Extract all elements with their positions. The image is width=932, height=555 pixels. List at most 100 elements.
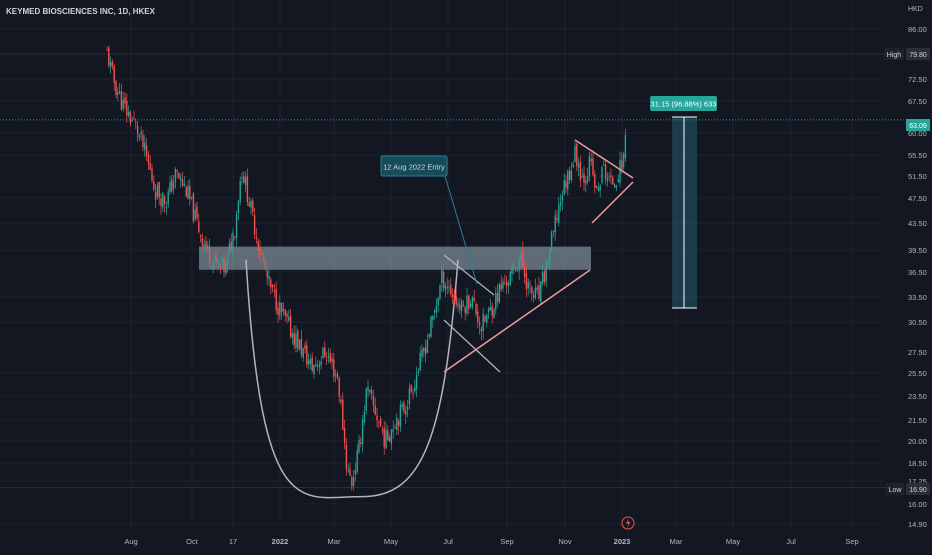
candle-body (478, 322, 481, 326)
candle-body (428, 334, 430, 337)
entry-label-text: 12 Aug 2022 Entry (383, 163, 445, 172)
price-tick-label: 72.50 (908, 75, 927, 84)
candle-body (484, 316, 486, 322)
candle-body (621, 160, 623, 170)
candle-body (162, 193, 164, 208)
candle-body (504, 283, 506, 285)
event-marker[interactable] (621, 516, 635, 530)
candle-body (140, 131, 142, 135)
candle-body (529, 284, 531, 286)
candle-body (259, 247, 261, 255)
measure-tool[interactable] (672, 116, 697, 309)
candle-body (405, 410, 407, 415)
candle-body (203, 244, 205, 248)
candle-body (187, 186, 189, 199)
candle-body (149, 163, 151, 170)
candle-body (340, 399, 342, 403)
candle-body (523, 265, 526, 277)
low-value-bg (906, 483, 930, 495)
candle-body (252, 200, 254, 212)
candle-body (291, 333, 294, 338)
candle-body (316, 364, 319, 366)
candle-body (151, 168, 153, 181)
candle-body (122, 99, 124, 109)
candle-body (441, 269, 443, 284)
candle-body (329, 353, 331, 362)
candle-body (289, 315, 292, 337)
candle-body (147, 154, 150, 164)
candle-body (541, 272, 544, 284)
candle-body (331, 358, 333, 362)
candle-body (248, 202, 250, 207)
candle-body (255, 236, 258, 239)
current-price-value: 63.09 (909, 123, 927, 130)
handle-line-upper (443, 254, 495, 296)
candle-body (370, 389, 373, 395)
drawings-layer (443, 139, 634, 373)
candle-body (307, 360, 310, 364)
candle-body (318, 364, 321, 368)
time-tick-label: 2022 (272, 537, 289, 546)
candle-body (583, 173, 585, 183)
price-tick-label: 21.50 (908, 416, 927, 425)
candle-body (302, 348, 304, 358)
candle-body (495, 292, 497, 310)
candle-body (392, 429, 394, 432)
entry-label-box[interactable]: 12 Aug 2022 Entry (380, 155, 448, 177)
price-tick-label: 60.00 (908, 129, 927, 138)
candle-body (165, 206, 168, 208)
candle-body (243, 176, 245, 184)
candle-body (320, 360, 322, 366)
candle-body (462, 304, 465, 307)
candle-body (538, 285, 540, 299)
time-tick-label: 2023 (614, 537, 631, 546)
candle-body (338, 377, 340, 397)
candle-body (228, 243, 231, 254)
candle-body (169, 182, 171, 193)
candle-body (622, 154, 625, 168)
candle-body (214, 256, 216, 262)
candle-body (369, 389, 371, 392)
candle-body (511, 265, 513, 274)
candle-body (246, 176, 249, 203)
candle-body (212, 262, 214, 269)
candle-body (365, 389, 367, 411)
candle-body (617, 179, 619, 183)
candle-body (171, 179, 173, 192)
candle-body (588, 156, 591, 177)
cup-arc (245, 259, 459, 499)
candle-body (315, 365, 317, 367)
candle-body (185, 187, 187, 197)
candle-body (590, 159, 592, 162)
candle-body (205, 241, 207, 249)
candle-body (491, 306, 493, 317)
candle-body (154, 192, 157, 200)
candle-body (545, 262, 547, 282)
candle-body (522, 248, 524, 267)
candle-body (624, 135, 627, 159)
candle-body (460, 301, 463, 312)
candle-body (266, 270, 268, 278)
candle-body (153, 181, 155, 190)
candle-body (559, 201, 562, 206)
candle-body (225, 261, 227, 274)
price-tick-label: 30.50 (908, 318, 927, 327)
candle-body (327, 356, 330, 358)
candle-body (113, 65, 115, 83)
candle-body (565, 181, 567, 188)
candle-body (293, 332, 295, 346)
candle-body (367, 386, 369, 392)
candle-body (300, 338, 303, 355)
candle-body (570, 170, 573, 181)
measure-label-box[interactable]: 31.15 (96.88%) 633 (650, 96, 717, 111)
candle-body (493, 309, 495, 319)
candle-body (558, 204, 560, 223)
candle-body (554, 215, 556, 233)
candle-body (514, 269, 517, 271)
candle-body (536, 287, 538, 291)
candle-body (408, 388, 411, 405)
candle-body (217, 261, 220, 264)
candle-body (244, 177, 247, 185)
candle-body (129, 111, 132, 124)
